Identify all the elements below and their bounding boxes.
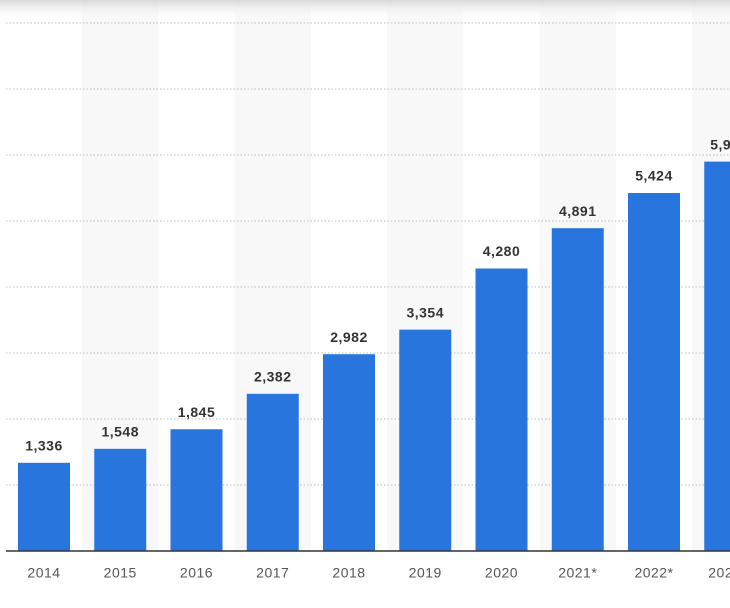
bar <box>475 268 528 551</box>
x-tick-label: 2020 <box>485 565 518 581</box>
x-tick-label: 2015 <box>104 565 137 581</box>
bar <box>399 329 452 551</box>
top-shadow <box>0 0 730 20</box>
x-tick-label: 2017 <box>256 565 289 581</box>
value-label: 4,891 <box>559 203 597 219</box>
value-label: 1,845 <box>178 404 216 420</box>
bar <box>170 429 223 551</box>
x-tick-label: 2022* <box>634 565 673 581</box>
x-tick-label: 2021* <box>558 565 597 581</box>
value-label: 2,382 <box>254 368 292 384</box>
x-tick-label: 2014 <box>27 565 60 581</box>
bar <box>246 393 299 551</box>
x-tick-label: 2019 <box>409 565 442 581</box>
bar <box>94 448 147 551</box>
x-tick-label: 2018 <box>332 565 365 581</box>
value-label: 5,9 <box>710 136 730 152</box>
bar <box>628 193 680 552</box>
x-tick-label: 2016 <box>180 565 213 581</box>
value-label: 2,982 <box>330 329 368 345</box>
value-label: 3,354 <box>406 304 444 320</box>
value-label: 1,336 <box>25 438 63 454</box>
value-label: 1,548 <box>101 424 139 440</box>
value-label: 5,424 <box>635 168 673 184</box>
value-label: 4,280 <box>483 243 521 259</box>
bar <box>323 354 375 551</box>
bar <box>18 462 70 551</box>
x-tick-label: 202 <box>708 565 730 581</box>
bar <box>551 228 604 551</box>
bar <box>704 161 730 551</box>
